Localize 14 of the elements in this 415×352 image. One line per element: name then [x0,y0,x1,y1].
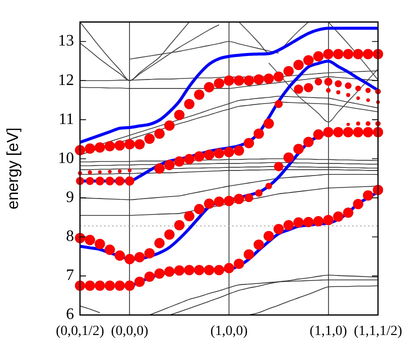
y-tick-label: 11 [58,110,74,128]
y-tick-label: 6 [66,306,74,324]
x-tick-label: (1,1,1/2) [354,324,402,340]
y-tick-label: 12 [58,72,74,89]
y-tick-label: 10 [58,150,74,167]
x-tick-label: (1,1,0) [310,324,348,340]
y-axis-title: energy [eV] [5,128,22,210]
y-tick-label: 8 [66,228,74,246]
x-tick-label: (1,0,0) [210,324,248,340]
y-tick-label: 9 [66,189,74,206]
y-tick-label: 7 [66,267,74,284]
x-tick-label: (0,0,0) [111,324,149,340]
y-tick-label: 13 [58,32,74,50]
x-tick-label: (0,0,1/2) [56,324,104,340]
